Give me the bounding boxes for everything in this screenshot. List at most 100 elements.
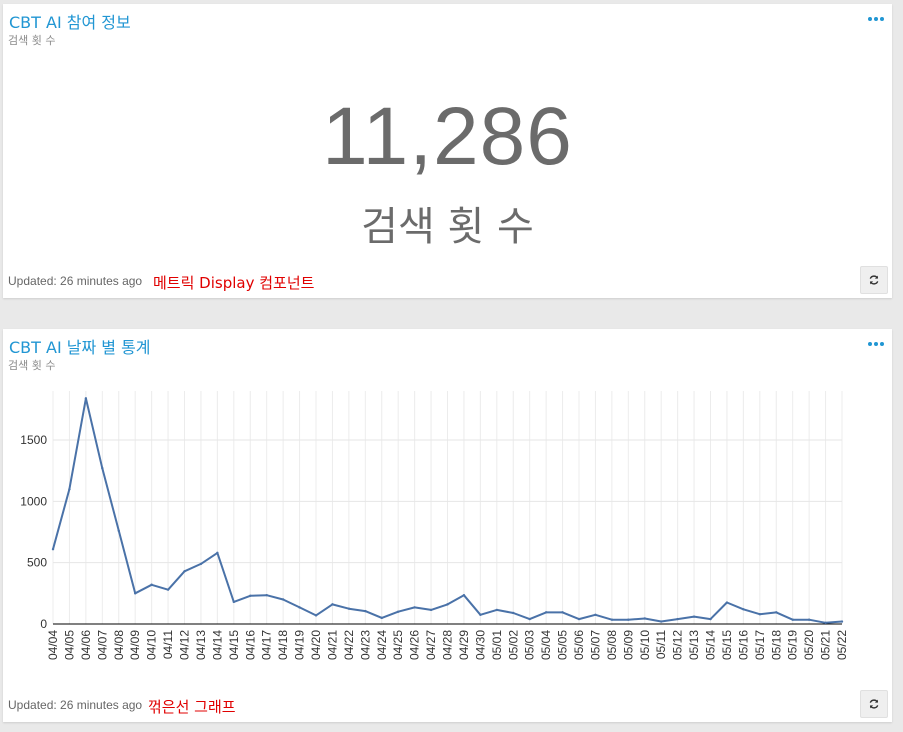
data-point [84, 397, 88, 400]
x-tick-label: 04/29 [457, 630, 471, 660]
x-tick-label: 04/20 [309, 630, 323, 660]
data-point [627, 618, 630, 621]
data-point [824, 621, 827, 624]
x-tick-label: 04/22 [342, 630, 356, 660]
x-tick-label: 05/19 [786, 630, 800, 660]
data-point [265, 593, 268, 597]
data-point [101, 467, 104, 470]
line-chart-card: CBT AI 날짜 별 통계 검색 횟 수 0 500 1000 1500 04/04 0… [3, 329, 892, 722]
x-tick-label: 05/02 [506, 630, 520, 660]
y-tick-label: 0 [40, 617, 47, 631]
x-tick-label: 05/12 [671, 630, 685, 660]
x-tick-label: 05/10 [638, 630, 652, 660]
metric-card: CBT AI 참여 정보 검색 횟 수 11,286 검색 횟 수 Update… [3, 4, 892, 298]
x-tick-label: 05/17 [753, 630, 767, 660]
annotation-note: 메트릭 Display 컴포넌트 [153, 274, 315, 292]
data-point [166, 588, 170, 591]
x-tick-label: 05/01 [490, 630, 504, 660]
card-subtitle: 검색 횟 수 [8, 34, 56, 47]
data-point [495, 608, 499, 612]
x-tick-label: 04/23 [358, 630, 372, 660]
x-tick-label: 04/04 [46, 630, 60, 660]
x-tick-label: 05/04 [539, 630, 553, 660]
x-tick-label: 04/30 [473, 630, 487, 660]
refresh-icon [869, 699, 879, 709]
refresh-button[interactable] [860, 690, 888, 718]
x-tick-label: 05/18 [769, 630, 783, 660]
data-point [462, 593, 466, 597]
refresh-icon [869, 275, 879, 285]
x-tick-label: 04/15 [227, 630, 241, 660]
more-options-icon[interactable] [866, 12, 886, 26]
refresh-button[interactable] [860, 266, 888, 294]
x-tick-label: 04/11 [161, 630, 175, 659]
data-point [742, 608, 745, 611]
data-point [68, 487, 71, 491]
data-point [150, 583, 153, 586]
x-tick-label: 05/16 [736, 630, 750, 660]
x-tick-label: 05/09 [621, 630, 635, 660]
data-point [528, 617, 531, 621]
data-point [643, 617, 646, 620]
data-point [133, 592, 137, 595]
data-point [413, 606, 416, 609]
x-tick-label: 05/21 [819, 630, 833, 660]
data-point [281, 598, 285, 601]
x-tick-label: 04/07 [95, 630, 109, 660]
metric-value: 11,286 [322, 91, 573, 182]
data-point [709, 617, 712, 621]
updated-text: Updated: 26 minutes ago [8, 698, 143, 712]
data-point [216, 551, 219, 555]
card-title[interactable]: CBT AI 날짜 별 통계 [9, 338, 151, 357]
x-tick-label: 04/21 [325, 630, 339, 660]
data-point [725, 601, 729, 604]
data-point [758, 612, 762, 616]
data-point [577, 617, 581, 621]
data-point [676, 617, 679, 621]
x-tick-label: 05/07 [588, 630, 602, 660]
data-point [183, 570, 186, 573]
data-point [594, 613, 597, 617]
data-point [544, 611, 548, 614]
x-tick-label: 05/08 [605, 630, 619, 660]
x-tick-label: 04/12 [178, 630, 192, 660]
y-tick-label: 1000 [20, 494, 47, 508]
x-tick-label: 04/27 [424, 630, 438, 660]
data-point [610, 618, 614, 621]
data-point [347, 607, 351, 610]
data-point [331, 603, 334, 606]
data-point [512, 611, 515, 615]
x-tick-label: 04/25 [391, 630, 405, 660]
x-tick-label: 04/08 [112, 630, 126, 660]
data-point [199, 562, 203, 566]
x-tick-label: 05/11 [654, 630, 668, 659]
x-tick-label: 04/17 [260, 630, 274, 660]
data-point [298, 606, 301, 609]
x-tick-label: 05/03 [523, 630, 537, 660]
x-tick-label: 05/22 [835, 630, 849, 660]
card-title[interactable]: CBT AI 참여 정보 [9, 13, 131, 32]
data-point [380, 616, 383, 620]
data-point [791, 618, 794, 621]
x-tick-label: 05/06 [572, 630, 586, 660]
metric-label: 검색 횟 수 [361, 204, 534, 250]
x-tick-label: 04/26 [408, 630, 422, 660]
x-tick-label: 04/28 [441, 630, 455, 660]
y-tick-label: 500 [27, 556, 47, 570]
x-tick-label: 04/14 [210, 630, 224, 660]
x-tick-label: 04/13 [194, 630, 208, 660]
data-point [479, 613, 482, 617]
data-point [429, 608, 433, 612]
x-tick-label: 04/16 [243, 630, 257, 660]
data-point [314, 614, 318, 617]
x-tick-label: 04/24 [375, 630, 389, 660]
data-point [659, 620, 663, 623]
x-tick-label: 05/20 [802, 630, 816, 660]
data-point [51, 547, 55, 551]
data-point [840, 620, 844, 623]
data-point [561, 611, 564, 614]
more-options-icon[interactable] [866, 337, 886, 351]
x-tick-label: 05/05 [556, 630, 570, 660]
x-tick-label: 04/10 [145, 630, 159, 660]
